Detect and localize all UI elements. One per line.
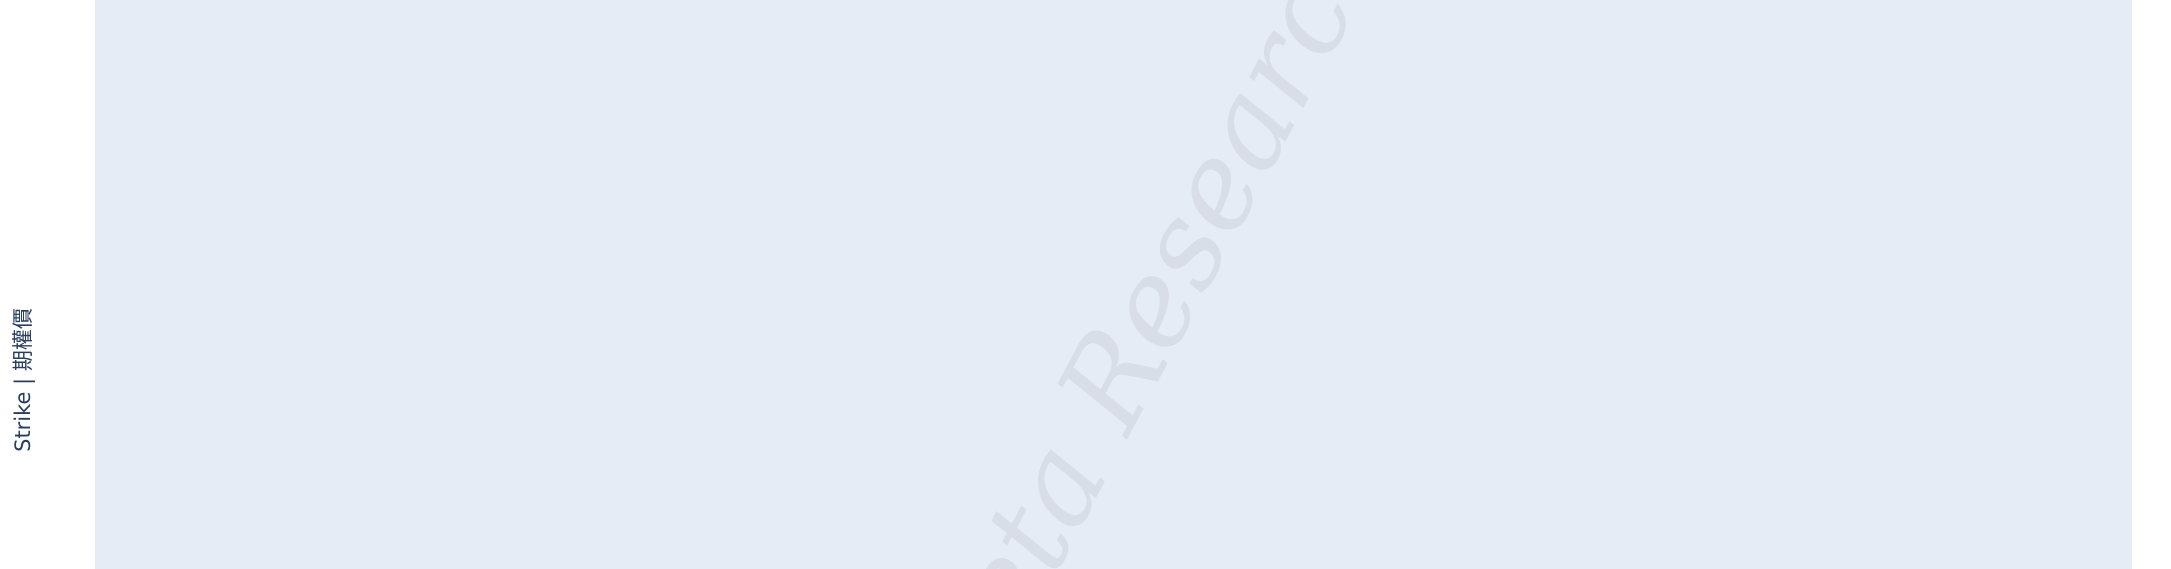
plot-area <box>95 0 2132 569</box>
y-axis-title: Strike | 期權價 <box>11 308 36 452</box>
